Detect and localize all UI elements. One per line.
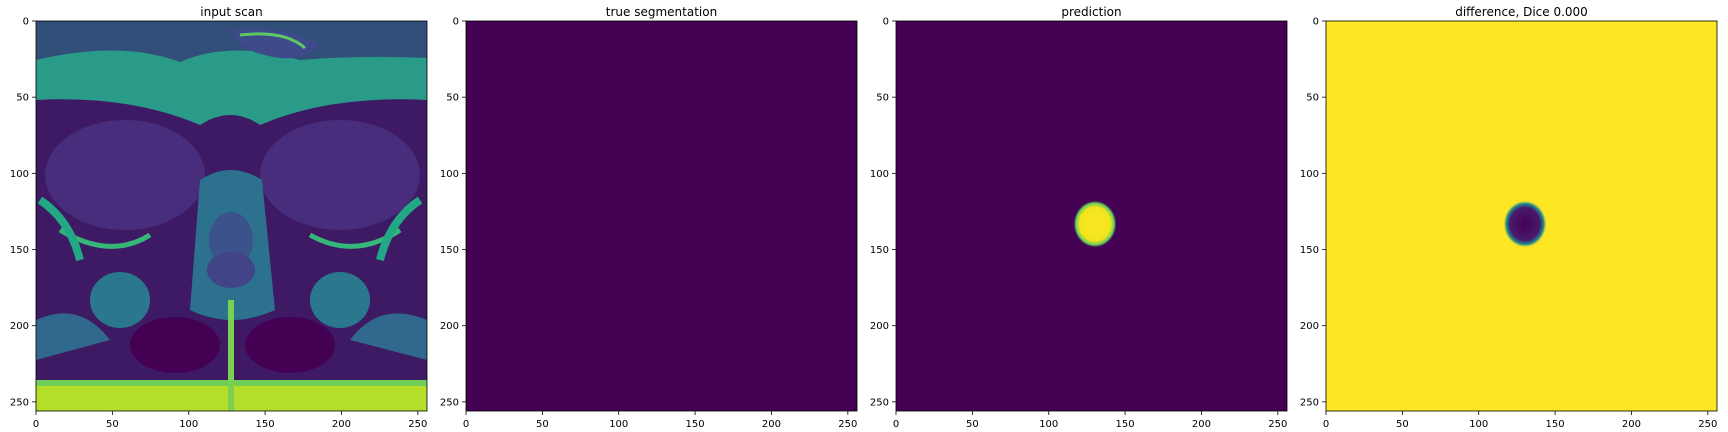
x-tick-label: 50	[966, 419, 979, 430]
x-tick-label: 100	[1039, 419, 1058, 430]
x-tick-label: 200	[762, 419, 781, 430]
y-tick-label: 100	[10, 169, 29, 180]
difference-blob	[1503, 200, 1547, 248]
y-tick-label: 100	[440, 169, 459, 180]
y-tick-label: 100	[870, 169, 889, 180]
x-tick-label: 50	[1396, 419, 1409, 430]
panel-prediction: prediction	[895, 5, 1288, 412]
y-tick-label: 100	[1300, 169, 1319, 180]
y-tick-label: 200	[1300, 321, 1319, 332]
panel-title: prediction	[1061, 5, 1121, 19]
x-tick-label: 0	[463, 419, 469, 430]
panel-title: difference, Dice 0.000	[1455, 5, 1588, 19]
x-tick-label: 50	[536, 419, 549, 430]
x-tick-label: 250	[838, 419, 857, 430]
difference-image	[1325, 20, 1718, 412]
y-tick-label: 50	[446, 93, 459, 104]
y-tick-label: 50	[1306, 93, 1319, 104]
x-tick-label: 50	[106, 419, 119, 430]
x-tick-label: 150	[256, 419, 275, 430]
panel-difference: difference, Dice 0.000	[1325, 5, 1718, 412]
x-tick-label: 100	[609, 419, 628, 430]
x-tick-label: 0	[893, 419, 899, 430]
x-tick-label: 250	[1698, 419, 1717, 430]
panel-title: input scan	[200, 5, 263, 19]
x-tick-label: 150	[686, 419, 705, 430]
y-tick-label: 250	[870, 397, 889, 408]
y-tick-label: 0	[453, 17, 459, 28]
x-tick-label: 150	[1546, 419, 1565, 430]
x-tick-label: 150	[1116, 419, 1135, 430]
y-tick-label: 0	[23, 17, 29, 28]
panel-input-scan: input scan	[35, 5, 428, 412]
x-tick-label: 0	[1323, 419, 1329, 430]
prediction-image	[895, 20, 1288, 412]
y-tick-label: 250	[10, 397, 29, 408]
prediction-blob	[1073, 200, 1117, 248]
panel-title: true segmentation	[606, 5, 717, 19]
y-tick-label: 0	[883, 17, 889, 28]
y-tick-label: 150	[870, 245, 889, 256]
x-tick-label: 100	[1469, 419, 1488, 430]
y-tick-label: 250	[440, 397, 459, 408]
x-tick-label: 200	[332, 419, 351, 430]
y-tick-label: 250	[1300, 397, 1319, 408]
x-tick-label: 200	[1622, 419, 1641, 430]
x-tick-label: 0	[33, 419, 39, 430]
y-tick-label: 150	[1300, 245, 1319, 256]
y-tick-label: 200	[10, 321, 29, 332]
x-tick-label: 200	[1192, 419, 1211, 430]
axis-ticks: 0 50 100 150 200 250 0 50 100 150 200 250 0 50 100 150 2…	[10, 17, 1717, 431]
y-tick-label: 50	[876, 93, 889, 104]
x-tick-label: 250	[408, 419, 427, 430]
x-tick-label: 100	[179, 419, 198, 430]
x-tick-label: 250	[1268, 419, 1287, 430]
y-tick-label: 200	[440, 321, 459, 332]
mri-image	[35, 20, 428, 412]
y-tick-label: 50	[16, 93, 29, 104]
panel-true-segmentation: true segmentation	[465, 5, 858, 412]
y-tick-label: 150	[10, 245, 29, 256]
y-tick-label: 200	[870, 321, 889, 332]
y-tick-label: 150	[440, 245, 459, 256]
segmentation-image	[465, 20, 858, 412]
y-tick-label: 0	[1313, 17, 1319, 28]
